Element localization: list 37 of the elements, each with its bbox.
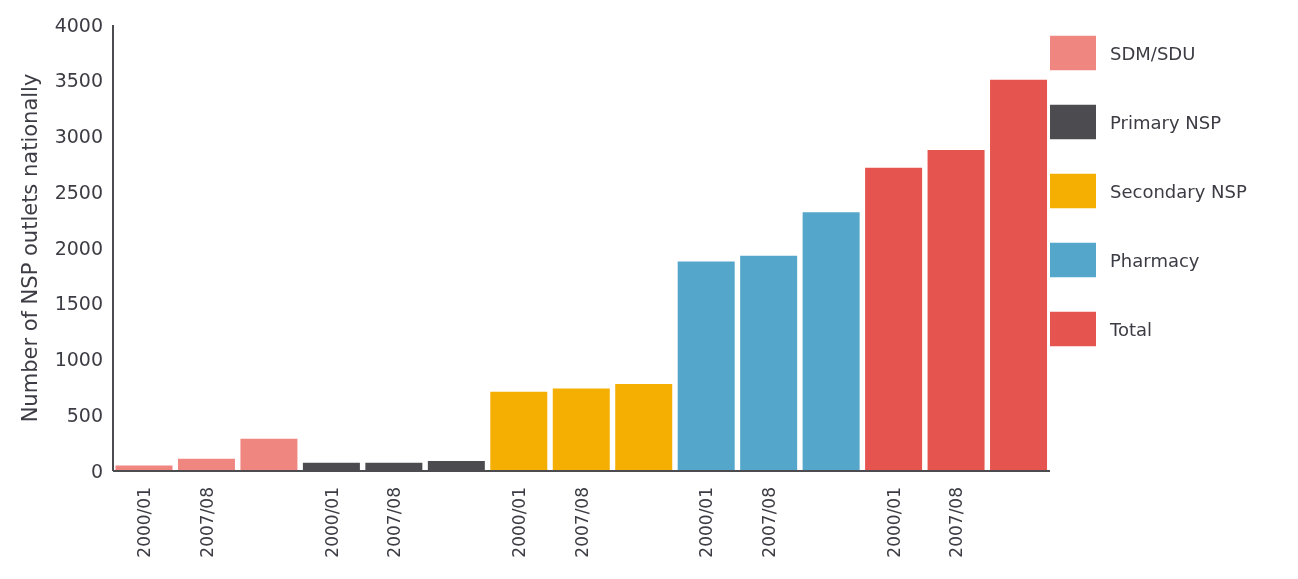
legend-label: Secondary NSP: [1110, 180, 1247, 202]
legend-label: Total: [1110, 318, 1153, 340]
bar: [615, 384, 673, 471]
x-tick-label: 2007/08: [946, 487, 967, 558]
x-tick-label: 2000/01: [883, 487, 904, 558]
legend-label: Pharmacy: [1110, 249, 1200, 271]
legend-label: Primary NSP: [1110, 111, 1222, 133]
y-tick-label: 3500: [54, 69, 103, 92]
y-tick-label: 1000: [54, 348, 103, 371]
x-tick-label: 2000/01: [509, 487, 530, 558]
y-tick-label: 2500: [54, 180, 103, 203]
y-tick-label: 0: [90, 459, 103, 482]
y-tick-label: 500: [66, 403, 103, 426]
bar: [927, 149, 985, 471]
y-axis-title: Number of NSP outlets nationally: [18, 73, 43, 423]
bar: [865, 167, 923, 471]
bar: [802, 212, 860, 471]
x-tick-label: 2000/01: [134, 487, 155, 558]
x-tick-label: 2000/01: [696, 487, 717, 558]
x-tick-label: 2007/08: [571, 487, 592, 558]
x-tick-label: 2007/08: [384, 487, 405, 558]
y-tick-label: 4000: [54, 13, 103, 36]
x-tick-label: 2000/01: [321, 487, 342, 558]
bar: [740, 255, 798, 471]
bar: [990, 79, 1048, 471]
legend-label: SDM/SDU: [1110, 42, 1196, 64]
y-tick-label: 3000: [54, 125, 103, 148]
bar: [677, 261, 735, 471]
bar: [490, 391, 548, 471]
bar: [552, 388, 610, 471]
y-tick-label: 1500: [54, 292, 103, 315]
bar: [240, 438, 298, 471]
x-tick-label: 2007/08: [196, 487, 217, 558]
x-tick-label: 2007/08: [758, 487, 779, 558]
bar: [177, 458, 235, 471]
bar: [115, 465, 173, 471]
y-tick-label: 2000: [54, 236, 103, 259]
